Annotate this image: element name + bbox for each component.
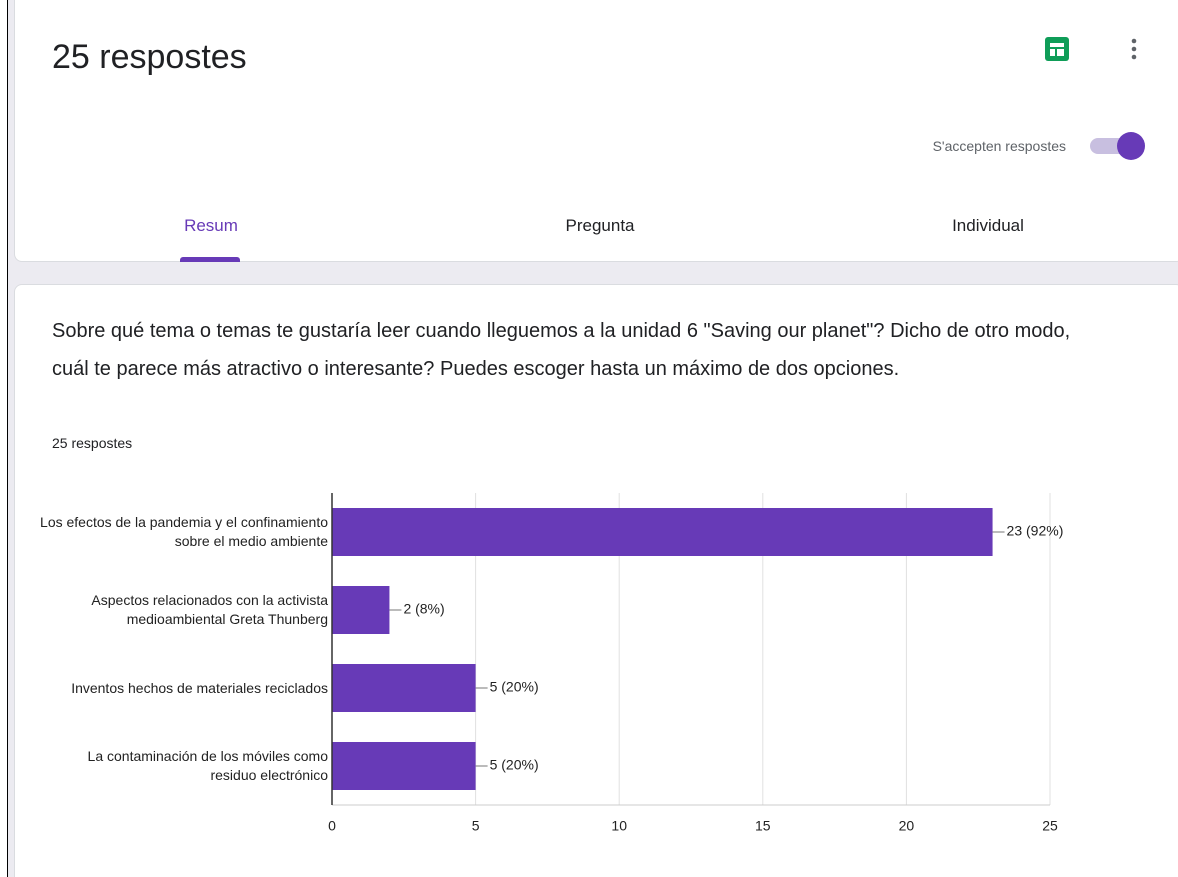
category-label: Aspectos relacionados con la activista m… xyxy=(91,592,328,627)
bar xyxy=(332,742,476,790)
question-text: Sobre qué tema o temas te gustaría leer … xyxy=(52,320,1071,380)
summary-card xyxy=(14,0,1178,262)
question-card xyxy=(14,284,1178,877)
bar xyxy=(332,664,476,712)
x-tick-label: 15 xyxy=(755,818,771,834)
more-menu[interactable] xyxy=(1124,36,1144,64)
category-label: Inventos hechos de materiales reciclados xyxy=(71,679,328,696)
tab[interactable]: Individual xyxy=(952,216,1024,235)
value-label: 23 (92%) xyxy=(1007,523,1064,539)
sheets-icon[interactable] xyxy=(1044,36,1070,62)
x-tick-label: 20 xyxy=(899,818,915,834)
bar xyxy=(332,508,993,556)
tab-indicator xyxy=(180,257,240,262)
category-label: La contaminación de los móviles como res… xyxy=(87,748,328,783)
accepting-toggle[interactable] xyxy=(1086,128,1148,164)
x-tick-label: 5 xyxy=(472,818,480,834)
bar xyxy=(332,586,390,634)
title: 25 respostes xyxy=(52,38,247,76)
accepting-label: S'accepten respostes xyxy=(932,138,1066,154)
x-tick-label: 0 xyxy=(328,818,336,834)
x-tick-label: 25 xyxy=(1042,818,1058,834)
response-count: 25 respostes xyxy=(52,435,133,451)
frame-edge xyxy=(0,0,8,877)
value-label: 2 (8%) xyxy=(403,601,444,617)
tab[interactable]: Pregunta xyxy=(565,216,635,235)
tab[interactable]: Resum xyxy=(184,216,238,235)
category-label: Los efectos de la pandemia y el confinam… xyxy=(40,514,328,549)
x-tick-label: 10 xyxy=(611,818,627,834)
value-label: 5 (20%) xyxy=(490,679,539,695)
value-label: 5 (20%) xyxy=(490,757,539,773)
